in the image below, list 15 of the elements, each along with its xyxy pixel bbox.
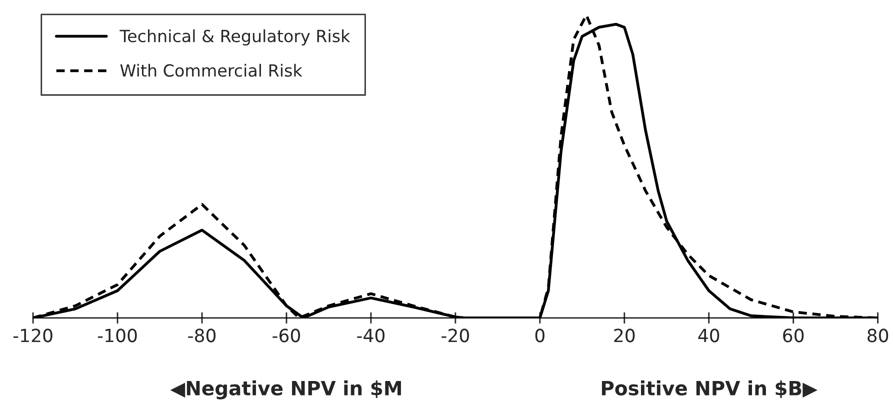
x-tick-label: 80 bbox=[868, 328, 888, 342]
x-tick-label: -100 bbox=[98, 328, 137, 342]
legend-label: With Commercial Risk bbox=[120, 64, 302, 77]
x-tick-label: 40 bbox=[698, 328, 720, 342]
x-tick-label: -40 bbox=[357, 328, 384, 342]
text: ◀Negative NPV in $M bbox=[170, 380, 401, 400]
x-tick-label: -60 bbox=[272, 328, 300, 342]
x-tick-label: -80 bbox=[188, 328, 216, 342]
x-tick-label: -120 bbox=[13, 328, 52, 342]
legend-label: Technical & Regulatory Risk bbox=[120, 29, 350, 46]
x-tick-label: 0 bbox=[535, 328, 544, 342]
x-tick-label: -20 bbox=[442, 328, 469, 342]
x-tick-label: 20 bbox=[614, 328, 635, 342]
x-tick-label: 60 bbox=[783, 328, 804, 342]
text: Positive NPV in $B▶ bbox=[602, 380, 818, 398]
